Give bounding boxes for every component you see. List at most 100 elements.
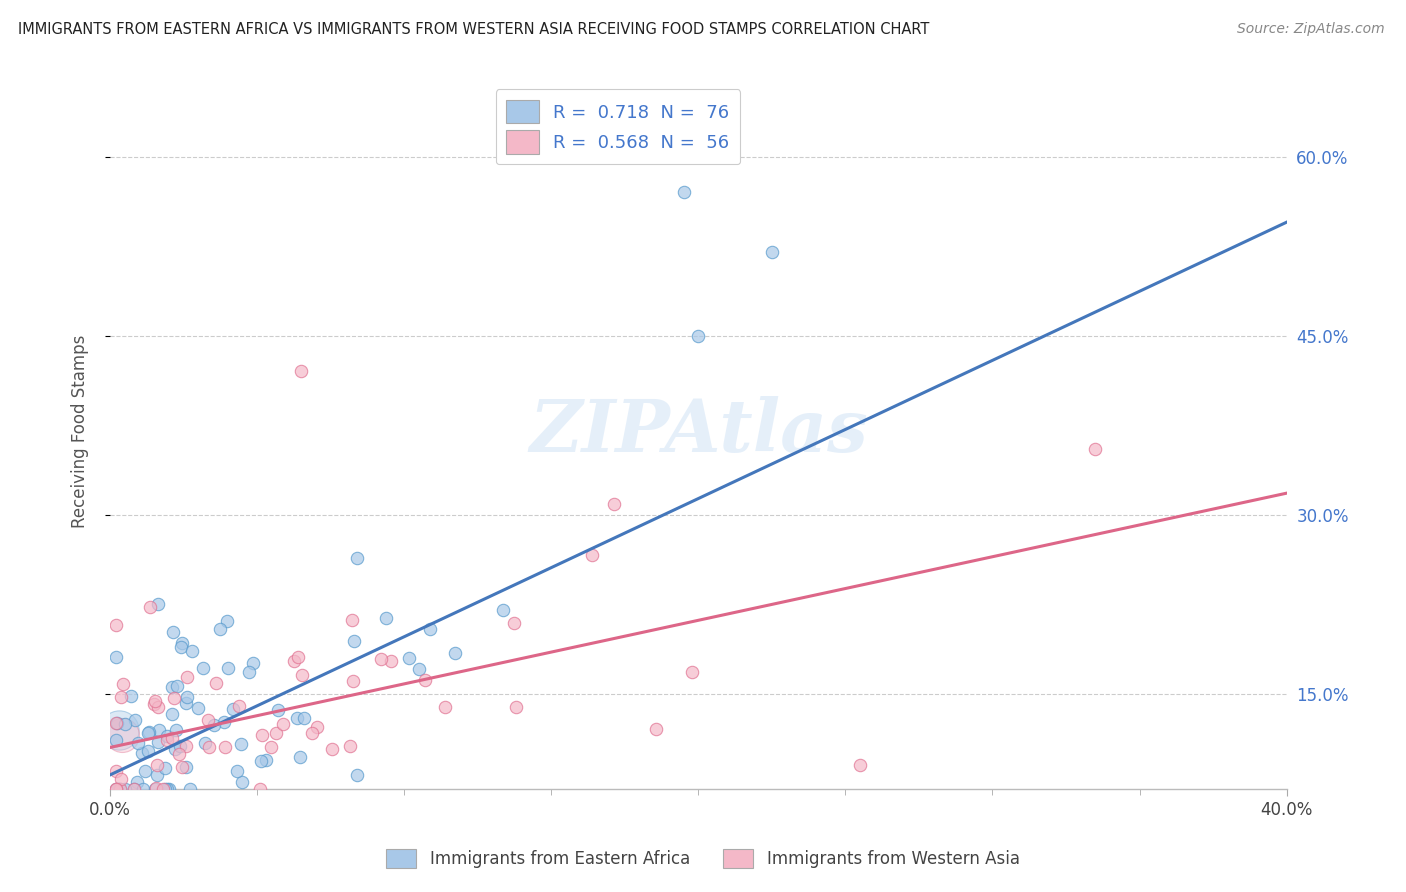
Point [179, 782, 201, 797]
Point [146, 700, 169, 714]
Point [287, 649, 309, 664]
Point [165, 723, 187, 738]
Point [209, 623, 232, 637]
Point [153, 761, 176, 775]
Point [160, 706, 183, 721]
Point [104, 617, 127, 632]
Point [292, 711, 315, 725]
Point [138, 725, 160, 739]
Point [342, 673, 364, 688]
Point [108, 782, 131, 797]
Point [125, 775, 148, 789]
Point [111, 677, 134, 691]
Point [160, 680, 183, 694]
Point [166, 680, 188, 694]
Point [174, 739, 197, 754]
Point [370, 652, 392, 666]
Point [127, 736, 149, 750]
Point [339, 739, 361, 753]
Point [271, 716, 294, 731]
Point [228, 698, 250, 713]
Point [163, 742, 186, 756]
Point [288, 749, 311, 764]
Point [108, 723, 131, 737]
Point [238, 665, 260, 680]
Point [202, 718, 225, 732]
Point [205, 675, 228, 690]
Point [132, 782, 155, 797]
Point [148, 723, 170, 737]
Point [174, 760, 197, 774]
Point [110, 772, 132, 786]
Point [242, 657, 264, 671]
Point [433, 699, 456, 714]
Point [287, 711, 309, 725]
Point [176, 670, 198, 684]
Point [104, 650, 127, 665]
Point [162, 731, 184, 745]
Point [413, 673, 436, 687]
Point [267, 703, 290, 717]
Point [120, 689, 142, 703]
Point [419, 623, 441, 637]
Point [229, 737, 252, 751]
Point [283, 654, 305, 668]
Point [176, 690, 198, 705]
Point [193, 736, 215, 750]
Point [505, 700, 527, 714]
Point [156, 733, 179, 747]
Point [849, 758, 872, 772]
Point [104, 782, 127, 797]
Point [114, 782, 136, 797]
Point [503, 615, 526, 630]
Point [291, 668, 314, 682]
Point [301, 725, 323, 739]
Point [145, 694, 167, 708]
Point [131, 746, 153, 760]
Point [107, 782, 129, 797]
Point [142, 697, 165, 711]
Point [761, 245, 783, 260]
Point [159, 782, 181, 797]
Legend: Immigrants from Eastern Africa, Immigrants from Western Asia: Immigrants from Eastern Africa, Immigran… [380, 842, 1026, 875]
Point [198, 739, 221, 754]
Point [1084, 442, 1107, 456]
Point [169, 739, 191, 753]
Point [122, 782, 145, 797]
Point [152, 782, 174, 797]
Point [290, 364, 312, 378]
Point [162, 690, 184, 705]
Point [104, 782, 127, 797]
Point [398, 651, 420, 665]
Point [108, 782, 131, 797]
Point [155, 782, 177, 797]
Point [134, 764, 156, 778]
Point [155, 782, 177, 797]
Point [146, 768, 169, 782]
Point [136, 744, 159, 758]
Text: ZIPAtlas: ZIPAtlas [529, 395, 868, 467]
Point [114, 717, 136, 731]
Point [145, 781, 167, 796]
Y-axis label: Receiving Food Stamps: Receiving Food Stamps [72, 334, 89, 528]
Point [374, 611, 396, 625]
Point [104, 782, 127, 797]
Point [104, 715, 127, 730]
Point [346, 551, 368, 566]
Point [408, 662, 430, 676]
Point [104, 733, 127, 747]
Point [170, 640, 193, 654]
Point [143, 782, 166, 797]
Point [231, 774, 253, 789]
Point [181, 644, 204, 658]
Point [645, 722, 668, 736]
Point [214, 740, 236, 755]
Point [136, 726, 159, 740]
Point [146, 735, 169, 749]
Point [212, 715, 235, 730]
Point [380, 654, 402, 668]
Point [321, 742, 343, 756]
Point [110, 690, 132, 705]
Text: Source: ZipAtlas.com: Source: ZipAtlas.com [1237, 22, 1385, 37]
Point [191, 661, 214, 675]
